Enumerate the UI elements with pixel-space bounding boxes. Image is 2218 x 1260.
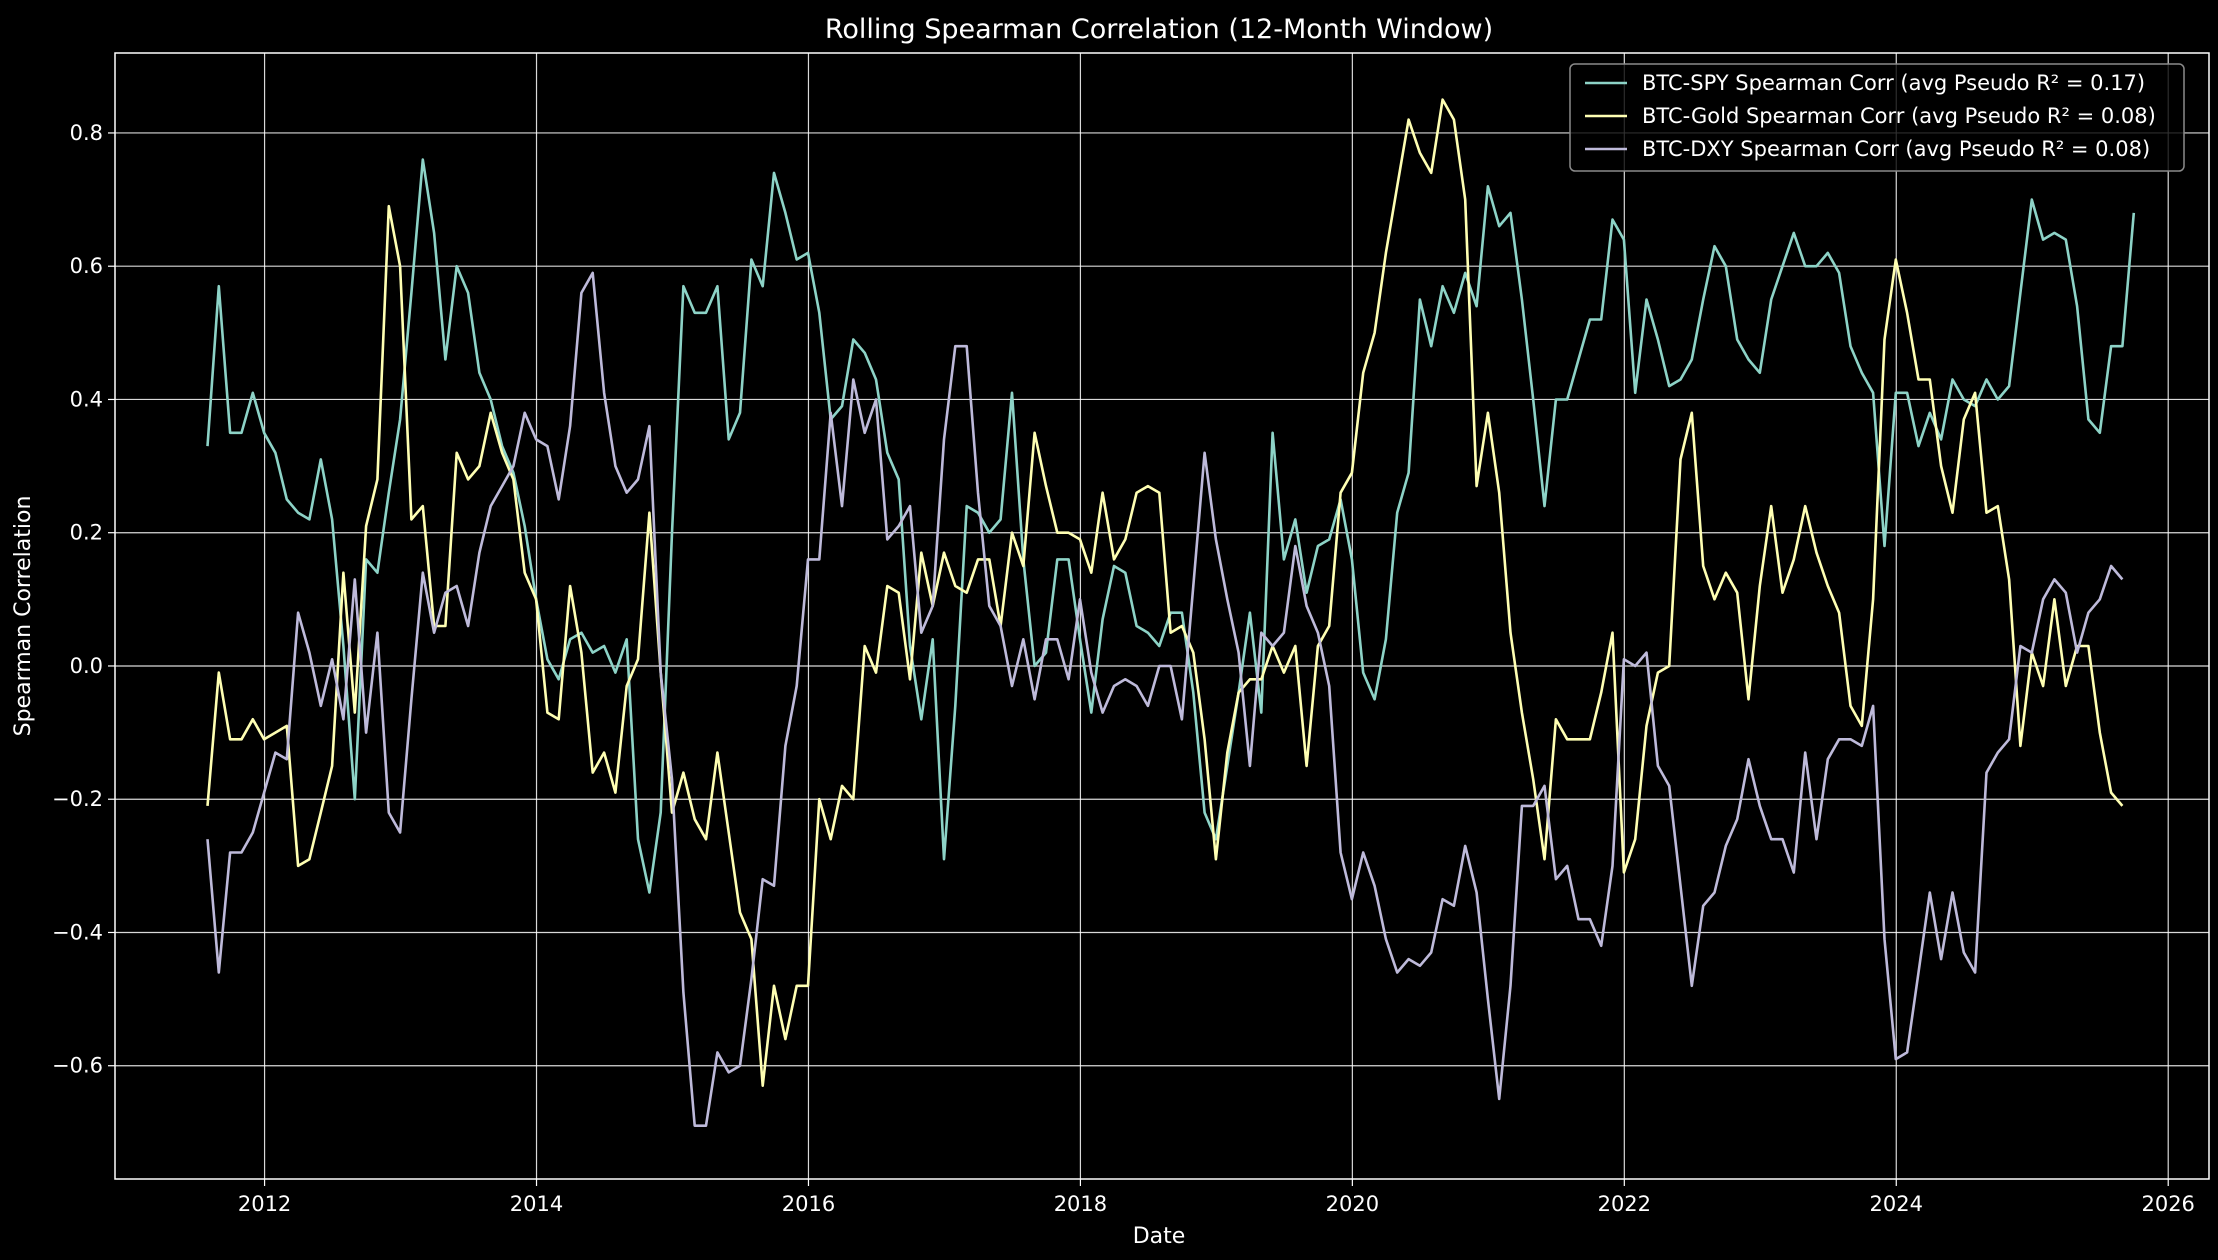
x-axis-label: Date	[1133, 1224, 1186, 1249]
series-lines	[206, 98, 2136, 1127]
y-tick-label: −0.2	[52, 787, 103, 811]
x-tick-label: 2022	[1598, 1192, 1651, 1216]
legend-label-spy: BTC-SPY Spearman Corr (avg Pseudo R² = 0…	[1642, 71, 2145, 95]
x-tick-label: 2018	[1054, 1192, 1107, 1216]
y-tick-label: 0.2	[70, 521, 103, 545]
legend: BTC-SPY Spearman Corr (avg Pseudo R² = 0…	[1569, 63, 2185, 172]
x-tick-label: 2024	[1870, 1192, 1923, 1216]
x-tick-label: 2016	[782, 1192, 835, 1216]
y-tick-label: 0.4	[70, 387, 103, 411]
legend-label-gold: BTC-Gold Spearman Corr (avg Pseudo R² = …	[1642, 104, 2156, 128]
series-line-btc-dxy	[206, 271, 2124, 1127]
plot-frame	[114, 52, 2210, 1180]
series-line-btc-spy	[206, 158, 2136, 894]
legend-label-dxy: BTC-DXY Spearman Corr (avg Pseudo R² = 0…	[1642, 137, 2150, 161]
y-tick-label: 0.8	[70, 121, 103, 145]
x-tick-label: 2012	[238, 1192, 291, 1216]
y-tick-label: −0.4	[52, 920, 103, 944]
x-tick-label: 2020	[1326, 1192, 1379, 1216]
y-axis-label: Spearman Correlation	[11, 496, 36, 737]
y-tick-label: −0.6	[52, 1054, 103, 1078]
ticks: 2012 2014 2016 2018 2020 2022 2024 2026 −0.6 −0.4…	[52, 121, 2195, 1216]
chart-title: Rolling Spearman Correlation (12-Month W…	[825, 14, 1493, 45]
legend-box	[1569, 63, 2185, 172]
y-tick-label: 0.0	[70, 654, 103, 678]
x-tick-label: 2014	[510, 1192, 563, 1216]
x-tick-label: 2026	[2141, 1192, 2194, 1216]
y-tick-label: 0.6	[70, 254, 103, 278]
series-line-btc-gold	[206, 98, 2124, 1087]
